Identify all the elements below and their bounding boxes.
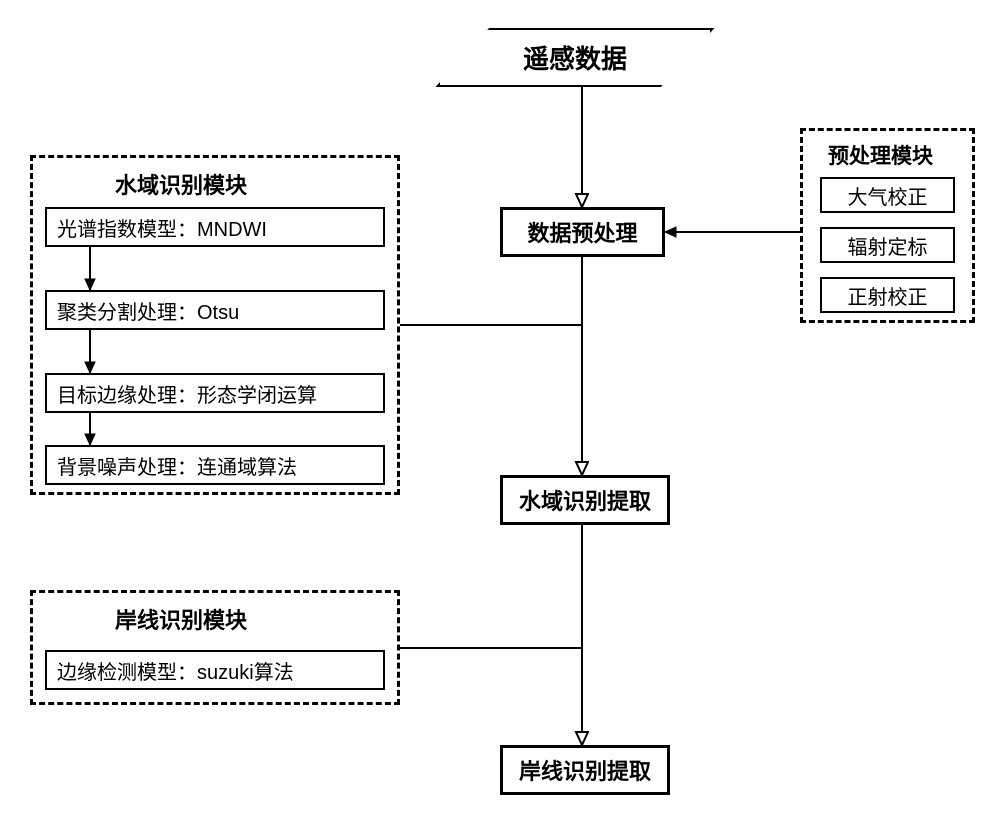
preproc-module-item: 辐射定标 [820, 227, 955, 263]
shore-module-title: 岸线识别模块 [115, 603, 247, 635]
preproc-module-title-text: 预处理模块 [828, 145, 933, 168]
water-module-item: 背景噪声处理：连通域算法 [45, 445, 385, 485]
water-extract-node: 水域识别提取 [500, 475, 670, 525]
water-module-item-label: 聚类分割处理：Otsu [57, 296, 239, 325]
water-module-item-label: 背景噪声处理：连通域算法 [57, 451, 297, 480]
start-label-text: 遥感数据 [523, 39, 627, 76]
water-module-title: 水域识别模块 [115, 168, 247, 200]
water-module-title-text: 水域识别模块 [115, 173, 247, 198]
preproc-module-item-label: 辐射定标 [848, 231, 928, 260]
water-module-item-label: 光谱指数模型：MNDWI [57, 213, 267, 242]
preproc-module-item-label: 正射校正 [848, 281, 928, 310]
shore-extract-label: 岸线识别提取 [519, 754, 651, 786]
shore-module-title-text: 岸线识别模块 [115, 608, 247, 633]
preprocess-node: 数据预处理 [500, 207, 665, 257]
start-node: 遥感数据 [440, 30, 710, 85]
shore-extract-node: 岸线识别提取 [500, 745, 670, 795]
preproc-module-item: 正射校正 [820, 277, 955, 313]
water-module-item: 光谱指数模型：MNDWI [45, 207, 385, 247]
water-module-item-label: 目标边缘处理：形态学闭运算 [57, 379, 317, 408]
preproc-module-title: 预处理模块 [828, 140, 933, 170]
shore-module-item: 边缘检测模型：suzuki算法 [45, 650, 385, 690]
shore-module-item-label: 边缘检测模型：suzuki算法 [57, 656, 294, 685]
water-module-item: 目标边缘处理：形态学闭运算 [45, 373, 385, 413]
preproc-module-item-label: 大气校正 [848, 181, 928, 210]
preprocess-label: 数据预处理 [527, 216, 637, 248]
water-module-item: 聚类分割处理：Otsu [45, 290, 385, 330]
preproc-module-item: 大气校正 [820, 177, 955, 213]
water-extract-label: 水域识别提取 [519, 484, 651, 516]
